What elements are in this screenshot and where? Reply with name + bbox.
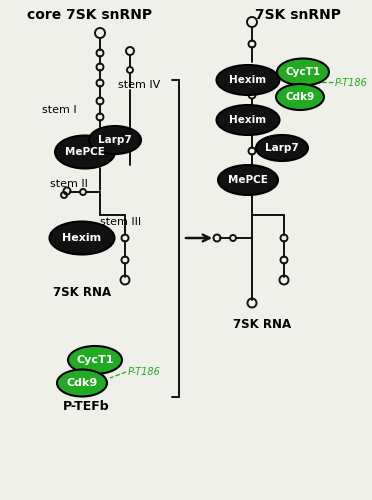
Text: Hexim: Hexim [62, 233, 102, 243]
Text: 7SK RNA: 7SK RNA [53, 286, 111, 298]
Text: stem IV: stem IV [118, 80, 160, 90]
Text: stem III: stem III [100, 217, 141, 227]
Text: stem II: stem II [50, 179, 88, 189]
Ellipse shape [217, 65, 279, 95]
Text: MePCE: MePCE [65, 147, 105, 157]
Ellipse shape [218, 165, 278, 195]
Text: P-T186: P-T186 [335, 78, 368, 88]
Ellipse shape [55, 136, 115, 168]
Ellipse shape [89, 126, 141, 154]
Ellipse shape [256, 135, 308, 161]
Text: P-T186: P-T186 [128, 367, 161, 377]
Ellipse shape [57, 370, 107, 396]
Text: Larp7: Larp7 [98, 135, 132, 145]
Text: CycT1: CycT1 [76, 355, 114, 365]
Ellipse shape [276, 84, 324, 110]
Ellipse shape [49, 222, 115, 254]
Text: Cdk9: Cdk9 [66, 378, 97, 388]
Text: P-TEFb: P-TEFb [63, 400, 109, 413]
Text: core 7SK snRNP: core 7SK snRNP [28, 8, 153, 22]
Text: Larp7: Larp7 [265, 143, 299, 153]
Ellipse shape [277, 58, 329, 86]
Ellipse shape [68, 346, 122, 374]
Text: 7SK RNA: 7SK RNA [233, 318, 291, 332]
Text: Cdk9: Cdk9 [285, 92, 315, 102]
Text: 7SK snRNP: 7SK snRNP [255, 8, 341, 22]
Text: stem I: stem I [42, 105, 77, 115]
Text: Hexim: Hexim [230, 115, 267, 125]
Text: MePCE: MePCE [228, 175, 268, 185]
Ellipse shape [217, 105, 279, 135]
Text: CycT1: CycT1 [285, 67, 321, 77]
Text: Hexim: Hexim [230, 75, 267, 85]
